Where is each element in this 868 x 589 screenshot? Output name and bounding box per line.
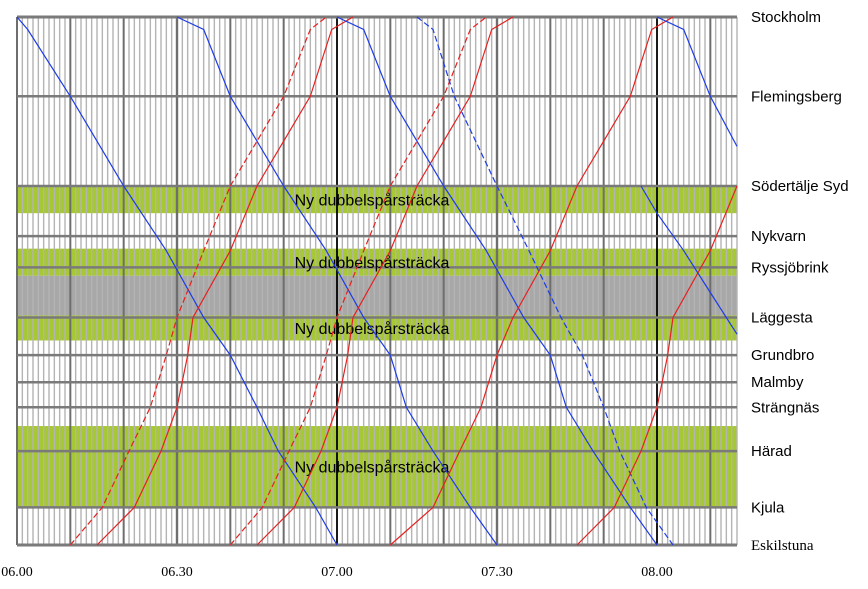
zone-band <box>17 248 737 276</box>
zone-band <box>17 186 737 214</box>
x-tick-labels: 06.00 06.30 07.00 07.30 08.00 <box>1 565 673 580</box>
station-label: Läggesta <box>751 310 813 327</box>
station-label: Stockholm <box>751 9 821 26</box>
train-line <box>656 16 738 147</box>
train-line <box>96 16 354 546</box>
station-label: Härad <box>751 443 792 460</box>
station-label: Eskilstuna <box>751 538 814 554</box>
station-label: Södertälje Syd <box>751 178 849 195</box>
zone-band <box>17 426 737 508</box>
train-lines <box>16 16 738 546</box>
train-line <box>16 16 338 546</box>
time-grid <box>16 17 738 545</box>
station-lines <box>17 15 737 547</box>
zone-labels: Ny dubbelspårsträcka Ny dubbelspårsträcka… <box>295 192 450 477</box>
train-line <box>576 185 738 546</box>
station-label: Nykvarn <box>751 228 806 245</box>
x-tick-label: 07.00 <box>321 565 353 580</box>
zone-label: Ny dubbelspårsträcka <box>295 459 450 477</box>
train-line <box>69 16 327 546</box>
train-line <box>336 16 658 546</box>
train-line <box>256 16 514 546</box>
x-tick-label: 06.00 <box>1 565 33 580</box>
train-line <box>389 16 674 546</box>
zone-label: Ny dubbelspårsträcka <box>295 192 450 210</box>
station-label: Ryssjöbrink <box>751 259 829 276</box>
train-line <box>176 16 498 546</box>
zone-bands <box>17 186 737 508</box>
station-label: Malmby <box>751 374 804 391</box>
train-line <box>229 16 487 546</box>
train-line <box>416 16 674 546</box>
x-tick-label: 07.30 <box>481 565 513 580</box>
station-label: Flemingsberg <box>751 88 842 105</box>
zone-band <box>17 275 737 316</box>
station-label: Kjula <box>751 499 785 516</box>
station-label: Grundbro <box>751 347 814 364</box>
train-line <box>640 185 738 335</box>
x-tick-label: 06.30 <box>161 565 193 580</box>
zone-label: Ny dubbelspårsträcka <box>295 254 450 272</box>
station-labels: Stockholm Flemingsberg Södertälje Syd Nykva… <box>751 9 849 554</box>
x-tick-label: 08.00 <box>641 565 673 580</box>
station-label: Strängnäs <box>751 399 819 416</box>
